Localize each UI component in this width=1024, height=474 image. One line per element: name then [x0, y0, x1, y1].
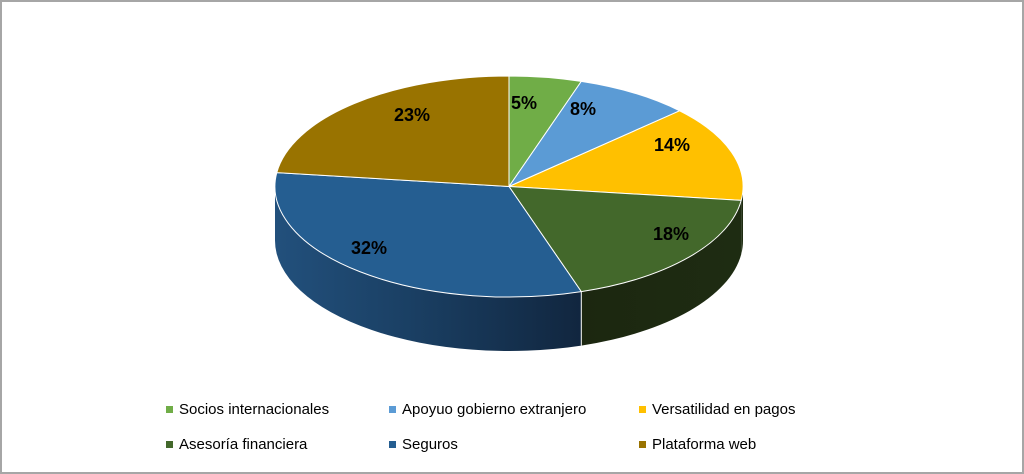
slice-seguros[interactable] — [274, 172, 582, 298]
legend-swatch-icon — [639, 441, 646, 448]
legend-item-seguros[interactable]: Seguros — [389, 436, 458, 453]
label-seguros: 32% — [351, 238, 387, 258]
legend-swatch-icon — [389, 406, 396, 413]
label-apoyo: 8% — [570, 99, 596, 119]
legend-label: Socios internacionales — [179, 401, 330, 418]
legend-item-apoyo[interactable]: Apoyuo gobierno extranjero — [389, 401, 586, 418]
side-asesoria — [581, 200, 742, 346]
legend-label: Seguros — [402, 436, 458, 453]
label-asesoria: 18% — [653, 224, 689, 244]
legend-label: Plataforma web — [652, 436, 757, 453]
legend-item-versatilidad[interactable]: Versatilidad en pagos — [639, 401, 795, 418]
legend-label: Asesoría financiera — [179, 436, 308, 453]
legend-label: Versatilidad en pagos — [652, 401, 796, 418]
side-versatilidad — [741, 186, 744, 255]
label-socios: 5% — [511, 93, 537, 113]
legend-swatch-icon — [639, 406, 646, 413]
side-seguros — [274, 186, 582, 352]
legend-item-asesoria[interactable]: Asesoría financiera — [166, 436, 307, 453]
legend-item-socios[interactable]: Socios internacionales — [166, 401, 329, 418]
slice-apoyo[interactable] — [508, 80, 681, 187]
label-versatilidad: 14% — [654, 135, 690, 155]
slice-versatilidad[interactable] — [508, 110, 744, 201]
legend-swatch-icon — [166, 441, 173, 448]
legend-item-plataforma[interactable]: Plataforma web — [639, 436, 756, 453]
label-plataforma: 23% — [394, 105, 430, 125]
slice-asesoria[interactable] — [508, 186, 742, 293]
legend-swatch-icon — [166, 406, 173, 413]
legend-label: Apoyuo gobierno extranjero — [402, 401, 587, 418]
legend-swatch-icon — [389, 441, 396, 448]
slice-plataforma[interactable] — [276, 75, 510, 187]
